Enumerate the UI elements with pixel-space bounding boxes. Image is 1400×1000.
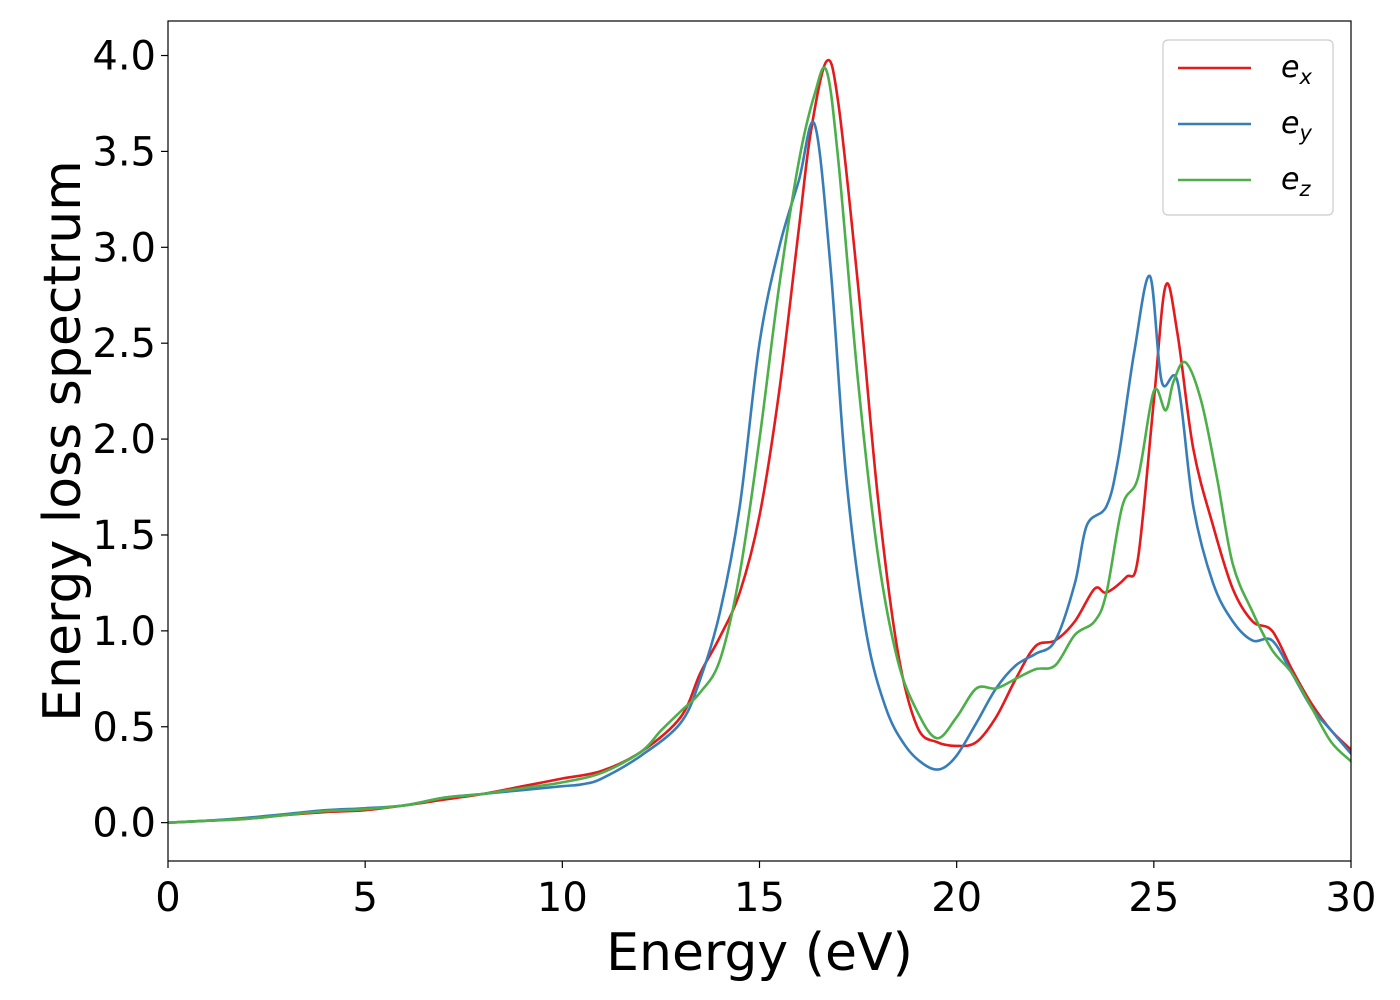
legend-label-subscript: z bbox=[1298, 177, 1311, 201]
series-line-x bbox=[168, 58, 1351, 824]
legend-label-main: e bbox=[1281, 50, 1299, 85]
y-axis: 0.0 0.5 1.0 1.5 2.0 2.5 3.0 3.5 4.0 bbox=[92, 34, 168, 847]
x-axis-title: Energy (eV) bbox=[606, 923, 913, 983]
series-line-y bbox=[168, 120, 1351, 824]
y-tick-label: 1.5 bbox=[92, 513, 156, 559]
x-tick-label: 10 bbox=[537, 875, 588, 921]
series-line-z bbox=[168, 66, 1351, 824]
y-tick-label: 2.0 bbox=[92, 417, 156, 463]
y-tick-label: 1.0 bbox=[92, 609, 156, 655]
x-tick-label: 25 bbox=[1128, 875, 1179, 921]
x-tick-label: 5 bbox=[352, 875, 377, 921]
y-tick-label: 3.5 bbox=[92, 129, 156, 175]
legend-label-z: ez bbox=[1281, 162, 1311, 201]
x-tick-label: 20 bbox=[931, 875, 982, 921]
x-axis: 0 5 10 15 20 25 30 bbox=[155, 861, 1376, 921]
y-tick-label: 2.5 bbox=[92, 321, 156, 367]
x-tick-label: 0 bbox=[155, 875, 180, 921]
legend-label-subscript: x bbox=[1298, 65, 1312, 89]
legend-label-main: e bbox=[1281, 106, 1299, 141]
legend-label-x: ex bbox=[1281, 50, 1312, 89]
x-tick-label: 30 bbox=[1326, 875, 1377, 921]
x-tick-label: 15 bbox=[734, 875, 785, 921]
y-axis-title: Energy loss spectrum bbox=[33, 160, 93, 722]
legend-box bbox=[1162, 39, 1334, 216]
y-tick-label: 3.0 bbox=[92, 225, 156, 271]
y-tick-label: 4.0 bbox=[92, 34, 156, 80]
series-layer bbox=[168, 58, 1351, 824]
legend-label-y: ey bbox=[1281, 106, 1312, 145]
legend-label-subscript: y bbox=[1298, 121, 1312, 145]
y-tick-label: 0.5 bbox=[92, 705, 156, 751]
y-tick-label: 0.0 bbox=[92, 801, 156, 847]
legend-label-main: e bbox=[1281, 162, 1299, 197]
